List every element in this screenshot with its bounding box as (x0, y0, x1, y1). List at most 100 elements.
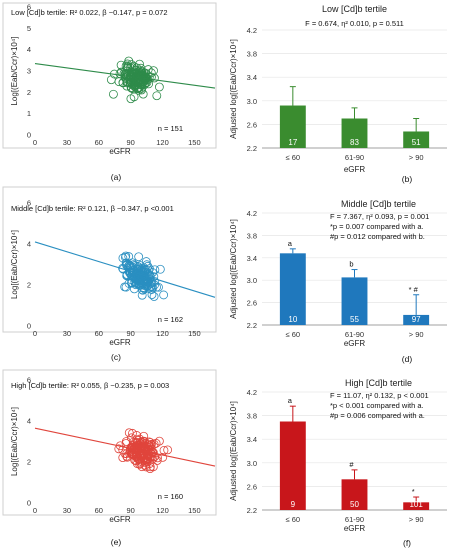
y-tick-label: 3.8 (247, 412, 257, 421)
y-tick-label: 2.2 (247, 144, 257, 153)
y-tick-label: 3.8 (247, 50, 257, 59)
data-point (143, 277, 153, 287)
data-point (127, 444, 137, 454)
scatter-title: High [Cd]b tertile: R² 0.055, β −0.235, … (11, 381, 169, 390)
panel-label: (b) (402, 174, 413, 184)
data-point (124, 56, 134, 66)
x-tick-label: 90 (126, 506, 134, 515)
bar-stats-line: *p < 0.001 compared with a. (330, 401, 424, 410)
regression-line (34, 427, 216, 467)
data-point (129, 92, 139, 102)
bar-n-label: 101 (409, 500, 423, 509)
y-tick-label: 3.8 (247, 231, 257, 240)
plot-frame (2, 186, 217, 333)
x-tick-label: ≤ 60 (286, 153, 301, 162)
y-tick-label: 3.4 (247, 73, 257, 82)
x-axis-label: eGFR (109, 515, 131, 524)
data-point (148, 448, 158, 458)
bar (341, 479, 368, 510)
x-tick-label: 0 (33, 506, 37, 515)
bar-n-label: 55 (350, 315, 359, 324)
bar-n-label: 10 (288, 315, 297, 324)
data-point (127, 78, 137, 88)
y-axis-label: Log[(Eab/Ccr)×10⁴] (10, 407, 19, 476)
data-point (154, 82, 164, 92)
plot-frame (2, 369, 217, 516)
data-point (118, 253, 128, 263)
data-point (114, 444, 124, 454)
x-tick-label: 90 (126, 138, 134, 147)
bar-n-label: 17 (288, 138, 297, 147)
y-tick-label: 0 (27, 499, 31, 508)
data-point (133, 77, 143, 87)
y-tick-label: 6 (27, 376, 31, 385)
y-tick-label: 1 (27, 109, 31, 118)
data-point (116, 60, 126, 70)
data-point (124, 428, 134, 438)
panel-label: (d) (402, 354, 413, 364)
bar-annotation: * (412, 487, 415, 496)
bar (279, 421, 306, 510)
y-tick-label: 2 (27, 281, 31, 290)
x-tick-label: 61-90 (345, 330, 364, 339)
data-point (138, 89, 148, 99)
scatter-title: Low [Cd]b tertile: R² 0.022, β −0.147, p… (11, 8, 168, 17)
y-axis-label: Adjusted log[(Eab/Ccr)×10⁴] (229, 219, 238, 319)
data-point (122, 451, 132, 461)
y-tick-label: 3.0 (247, 276, 257, 285)
data-point (150, 265, 160, 275)
regression-line (34, 241, 216, 298)
data-point (159, 290, 169, 300)
data-point (121, 251, 131, 261)
x-axis-label: eGFR (344, 339, 366, 348)
panel-label: (f) (403, 538, 411, 548)
y-tick-label: 5 (27, 24, 31, 33)
y-tick-label: 0 (27, 131, 31, 140)
x-tick-label: 60 (95, 329, 103, 338)
data-point (139, 431, 149, 441)
data-point (158, 452, 168, 462)
x-tick-label: 60 (95, 138, 103, 147)
data-point (129, 260, 138, 269)
data-point (124, 279, 134, 288)
y-tick-label: 4.2 (247, 26, 257, 35)
bar-stats-line: #p = 0.006 compared with a. (330, 411, 425, 420)
bar-annotation: b (349, 260, 353, 269)
x-tick-label: 30 (63, 138, 71, 147)
data-point (163, 445, 173, 455)
data-point (109, 89, 118, 99)
data-point (152, 91, 162, 101)
data-point (126, 446, 136, 455)
x-tick-label: 150 (188, 506, 201, 515)
data-point (159, 445, 169, 455)
y-tick-label: 0 (27, 322, 31, 331)
bar (279, 253, 306, 325)
data-point (149, 66, 158, 76)
x-axis-label: eGFR (344, 524, 366, 533)
data-point (136, 439, 146, 448)
n-label: n = 151 (158, 124, 183, 133)
y-axis-label: Adjusted log[(Eab/Ccr)×10⁴] (229, 401, 238, 501)
scatter-title: Middle [Cd]b tertile: R² 0.121, β −0.347… (11, 204, 174, 213)
data-point (141, 279, 151, 289)
x-axis-label: eGFR (344, 165, 366, 174)
data-point (130, 455, 140, 465)
y-axis-label: Adjusted log[(Eab/Ccr)×10⁴] (229, 39, 238, 139)
panel-label: (a) (111, 172, 122, 182)
x-tick-label: > 90 (409, 515, 424, 524)
bar-stats-line: F = 7.367, η² 0.093, p = 0.001 (330, 212, 429, 221)
y-tick-label: 4 (27, 417, 31, 426)
x-tick-label: 60 (95, 506, 103, 515)
bar-title: Low [Cd]b tertile (322, 4, 387, 14)
bar-n-label: 83 (350, 138, 359, 147)
bar-n-label: 9 (291, 500, 296, 509)
data-point (146, 281, 156, 291)
data-point (139, 276, 149, 286)
y-tick-label: 4.2 (247, 388, 257, 397)
x-tick-label: 120 (156, 506, 169, 515)
panel-b: 2.2 2.6 3.0 3.4 3.8 4.2 Adjusted log[(Eab/Ccr)… (229, 4, 447, 184)
y-tick-label: 6 (27, 199, 31, 208)
